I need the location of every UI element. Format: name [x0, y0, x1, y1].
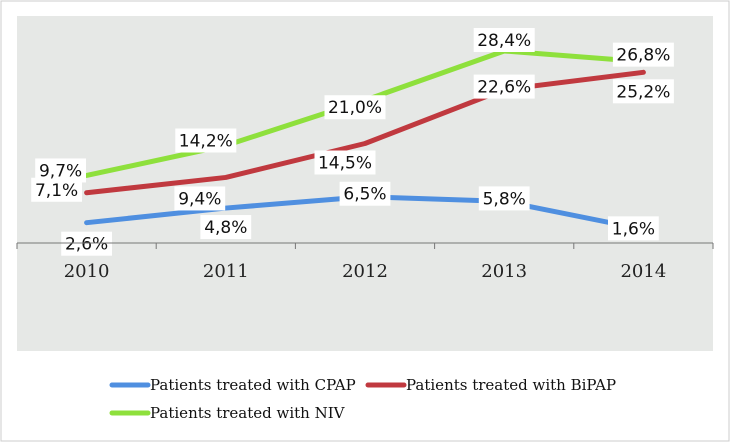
- data-label-2-2: 21,0%: [324, 95, 386, 120]
- data-label-1-1: 9,4%: [174, 186, 226, 211]
- svg-text:5,8%: 5,8%: [483, 189, 526, 209]
- series-line-1: [84, 69, 646, 196]
- svg-text:2,6%: 2,6%: [65, 235, 108, 255]
- legend-item-1: Patients treated with BiPAP: [365, 376, 616, 394]
- svg-text:6,5%: 6,5%: [343, 185, 386, 205]
- data-label-1-4: 25,2%: [612, 79, 674, 104]
- data-label-2-0: 9,7%: [35, 158, 86, 183]
- x-tick-label-2011: 2011: [203, 261, 249, 282]
- svg-text:9,4%: 9,4%: [178, 189, 221, 209]
- svg-text:28,4%: 28,4%: [477, 31, 531, 51]
- svg-text:21,0%: 21,0%: [328, 98, 382, 118]
- data-label-0-4: 1,6%: [608, 216, 659, 241]
- legend-item-2: Patients treated with NIV: [109, 404, 346, 422]
- x-tick-label-2013: 2013: [481, 261, 527, 282]
- legend-item-0: Patients treated with CPAP: [109, 376, 356, 394]
- x-tick-label-2010: 2010: [64, 261, 110, 282]
- svg-text:14,5%: 14,5%: [318, 154, 372, 174]
- data-label-2-1: 14,2%: [175, 128, 237, 153]
- svg-text:9,7%: 9,7%: [39, 161, 82, 181]
- legend: Patients treated with CPAP Patients treat…: [109, 376, 616, 422]
- legend-label: Patients treated with BiPAP: [406, 376, 616, 394]
- svg-text:4,8%: 4,8%: [204, 218, 247, 238]
- data-label-0-2: 6,5%: [339, 181, 391, 206]
- data-label-0-0: 2,6%: [61, 231, 112, 256]
- svg-text:14,2%: 14,2%: [179, 132, 233, 152]
- data-label-1-3: 22,6%: [473, 74, 535, 99]
- x-tick-label-2014: 2014: [620, 261, 666, 282]
- data-label-2-4: 26,8%: [612, 42, 674, 67]
- x-tick-label-2012: 2012: [342, 261, 388, 282]
- data-label-2-3: 28,4%: [473, 28, 535, 52]
- svg-text:25,2%: 25,2%: [616, 82, 670, 102]
- data-label-0-1: 4,8%: [200, 215, 252, 240]
- svg-text:1,6%: 1,6%: [612, 219, 655, 239]
- data-label-1-2: 14,5%: [314, 150, 376, 175]
- legend-label: Patients treated with NIV: [150, 404, 346, 422]
- svg-text:26,8%: 26,8%: [616, 46, 670, 66]
- data-label-0-3: 5,8%: [478, 186, 530, 211]
- legend-label: Patients treated with CPAP: [150, 376, 356, 394]
- svg-text:22,6%: 22,6%: [477, 78, 531, 98]
- svg-text:7,1%: 7,1%: [35, 181, 78, 201]
